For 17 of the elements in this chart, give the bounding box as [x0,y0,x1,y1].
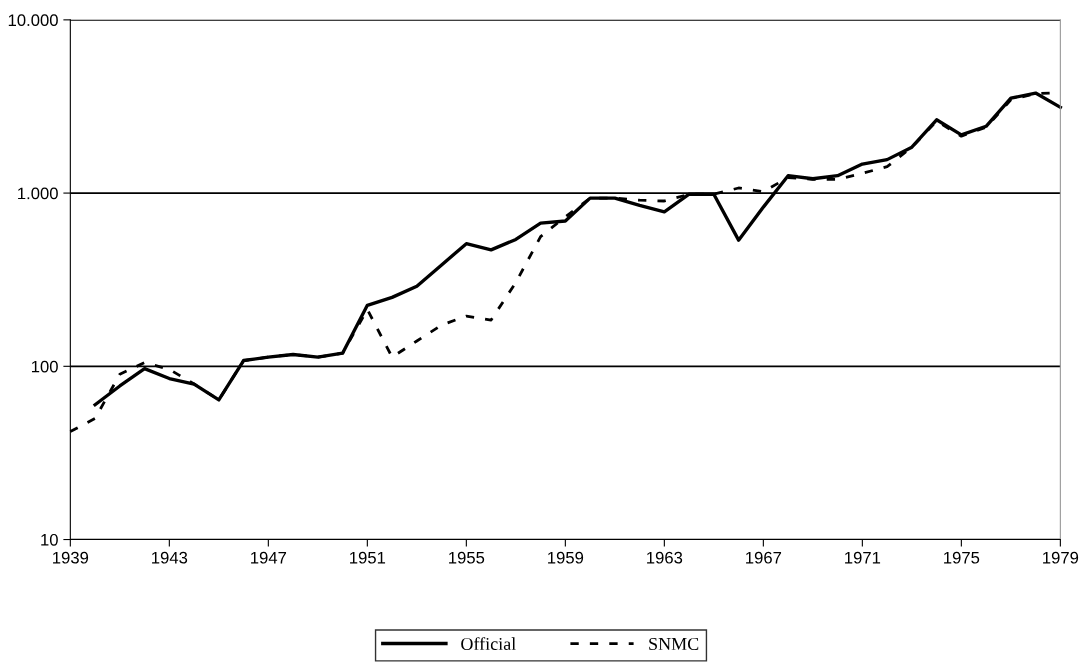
x-tick-label: 1939 [53,551,89,564]
x-tick-label: 1967 [746,551,782,564]
x-tick-label: 1979 [1043,551,1079,564]
x-tick-label: 1975 [944,551,980,564]
x-tick-label: 1947 [251,551,287,564]
y-tick-label: 10 [41,533,58,546]
x-tick-label: 1943 [152,551,188,564]
x-tick-label: 1951 [350,551,386,564]
y-tick-label: 100 [31,360,58,373]
x-tick-label: 1955 [449,551,485,564]
x-tick-label: 1963 [647,551,683,564]
x-tick-label: 1959 [548,551,584,564]
y-tick-label: 1.000 [18,187,58,200]
x-tick-label: 1971 [845,551,881,564]
legend-label: SNMC [649,637,699,651]
y-tick-label: 10.000 [8,14,58,27]
legend-label: Official [461,637,516,651]
